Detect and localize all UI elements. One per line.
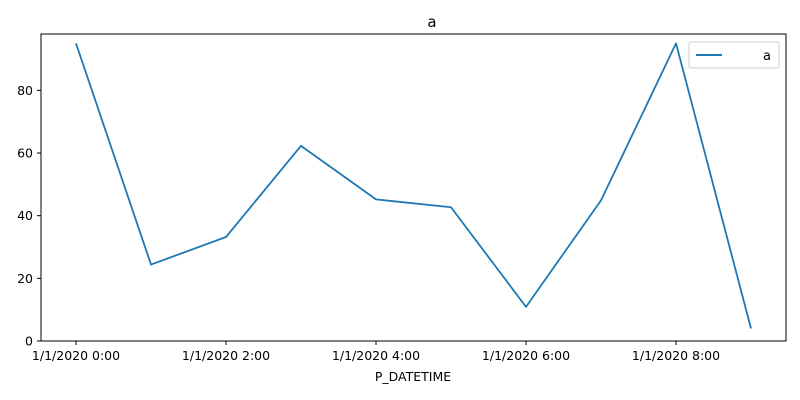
x-axis: 1/1/2020 0:00 1/1/2020 2:00 1/1/2020 4:00 1… bbox=[32, 341, 720, 363]
x-tick-label: 1/1/2020 8:00 bbox=[632, 348, 720, 363]
series-line-a bbox=[75, 42, 752, 329]
y-tick-label: 80 bbox=[17, 83, 33, 98]
plot-area bbox=[40, 33, 787, 342]
x-tick-label: 1/1/2020 0:00 bbox=[32, 348, 120, 363]
chart-title: a bbox=[427, 13, 436, 31]
legend-box bbox=[688, 41, 780, 69]
y-tick-label: 0 bbox=[25, 334, 33, 349]
y-tick-label: 40 bbox=[17, 208, 33, 223]
y-axis: 0 20 40 60 80 bbox=[17, 83, 41, 349]
x-axis-label: P_DATETIME bbox=[375, 369, 451, 384]
legend: a bbox=[688, 41, 780, 69]
x-tick-label: 1/1/2020 4:00 bbox=[332, 348, 420, 363]
legend-series-label: a bbox=[763, 49, 771, 64]
y-tick-label: 20 bbox=[17, 271, 33, 286]
y-tick-label: 60 bbox=[17, 146, 33, 161]
series-layer bbox=[75, 42, 752, 329]
plot-frame bbox=[40, 33, 787, 342]
x-tick-label: 1/1/2020 2:00 bbox=[182, 348, 270, 363]
x-tick-label: 1/1/2020 6:00 bbox=[482, 348, 570, 363]
